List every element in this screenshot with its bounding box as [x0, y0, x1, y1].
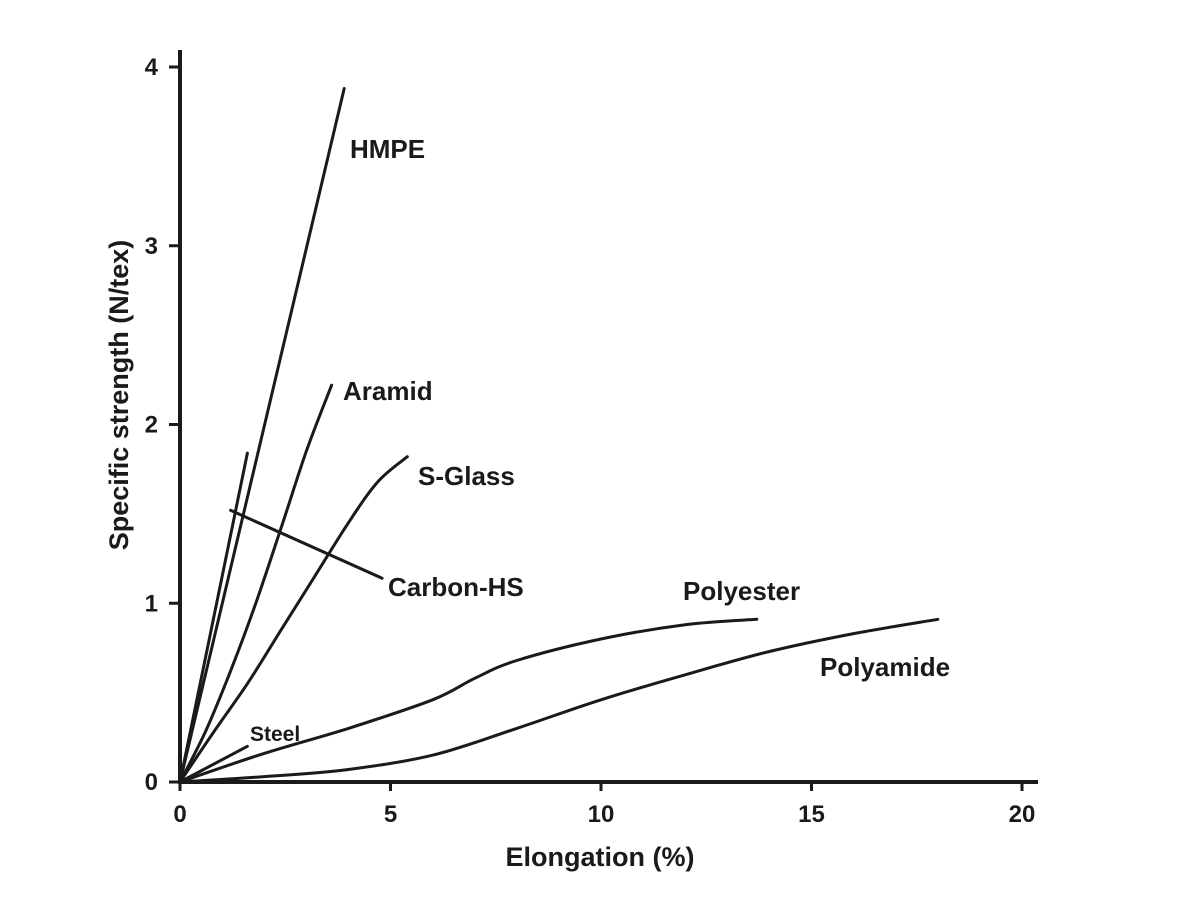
x-ticks: 0 5 10 15 20 [173, 782, 1035, 828]
y-tick-label-2: 2 [145, 412, 158, 439]
x-tick-label-5: 5 [384, 801, 397, 828]
annotations [229, 508, 384, 580]
series-label-s-glass: S-Glass [418, 461, 515, 491]
series-label-polyester: Polyester [683, 576, 800, 606]
series-line-hmpe [178, 87, 346, 784]
series-line-steel [178, 744, 249, 784]
series-line-aramid [178, 383, 334, 784]
series-label-hmpe: HMPE [350, 134, 425, 164]
y-tick-label-1: 1 [145, 590, 158, 617]
x-tick-label-0: 0 [173, 801, 186, 828]
series-lines [178, 87, 940, 784]
y-axis: 0 1 2 3 4 Specific strength (N/tex) [104, 50, 182, 796]
series-line-s-glass [178, 455, 409, 784]
series-label-steel: Steel [250, 723, 300, 746]
x-tick-label-10: 10 [588, 801, 615, 828]
x-axis: 0 5 10 15 20 Elongation (%) [173, 780, 1038, 872]
annotation-pointer-carbon-hs [229, 508, 384, 580]
series-line-carbon-hs [178, 451, 249, 784]
series-line-polyester [178, 617, 759, 784]
x-tick-label-15: 15 [798, 801, 825, 828]
y-tick-label-0: 0 [145, 769, 158, 796]
y-tick-label-3: 3 [145, 233, 158, 260]
series-label-polyamide: Polyamide [820, 652, 950, 682]
series-label-carbon-hs: Carbon-HS [388, 572, 524, 602]
series-label-aramid: Aramid [343, 376, 433, 406]
y-axis-title: Specific strength (N/tex) [104, 240, 134, 551]
series-line-polyamide [178, 617, 940, 784]
x-axis-title: Elongation (%) [506, 842, 695, 872]
y-tick-label-4: 4 [145, 54, 159, 81]
series-labels: HMPE Aramid S-Glass Carbon-HS Steel Poly… [250, 134, 950, 746]
x-tick-label-20: 20 [1009, 801, 1036, 828]
y-ticks: 0 1 2 3 4 [145, 54, 180, 796]
